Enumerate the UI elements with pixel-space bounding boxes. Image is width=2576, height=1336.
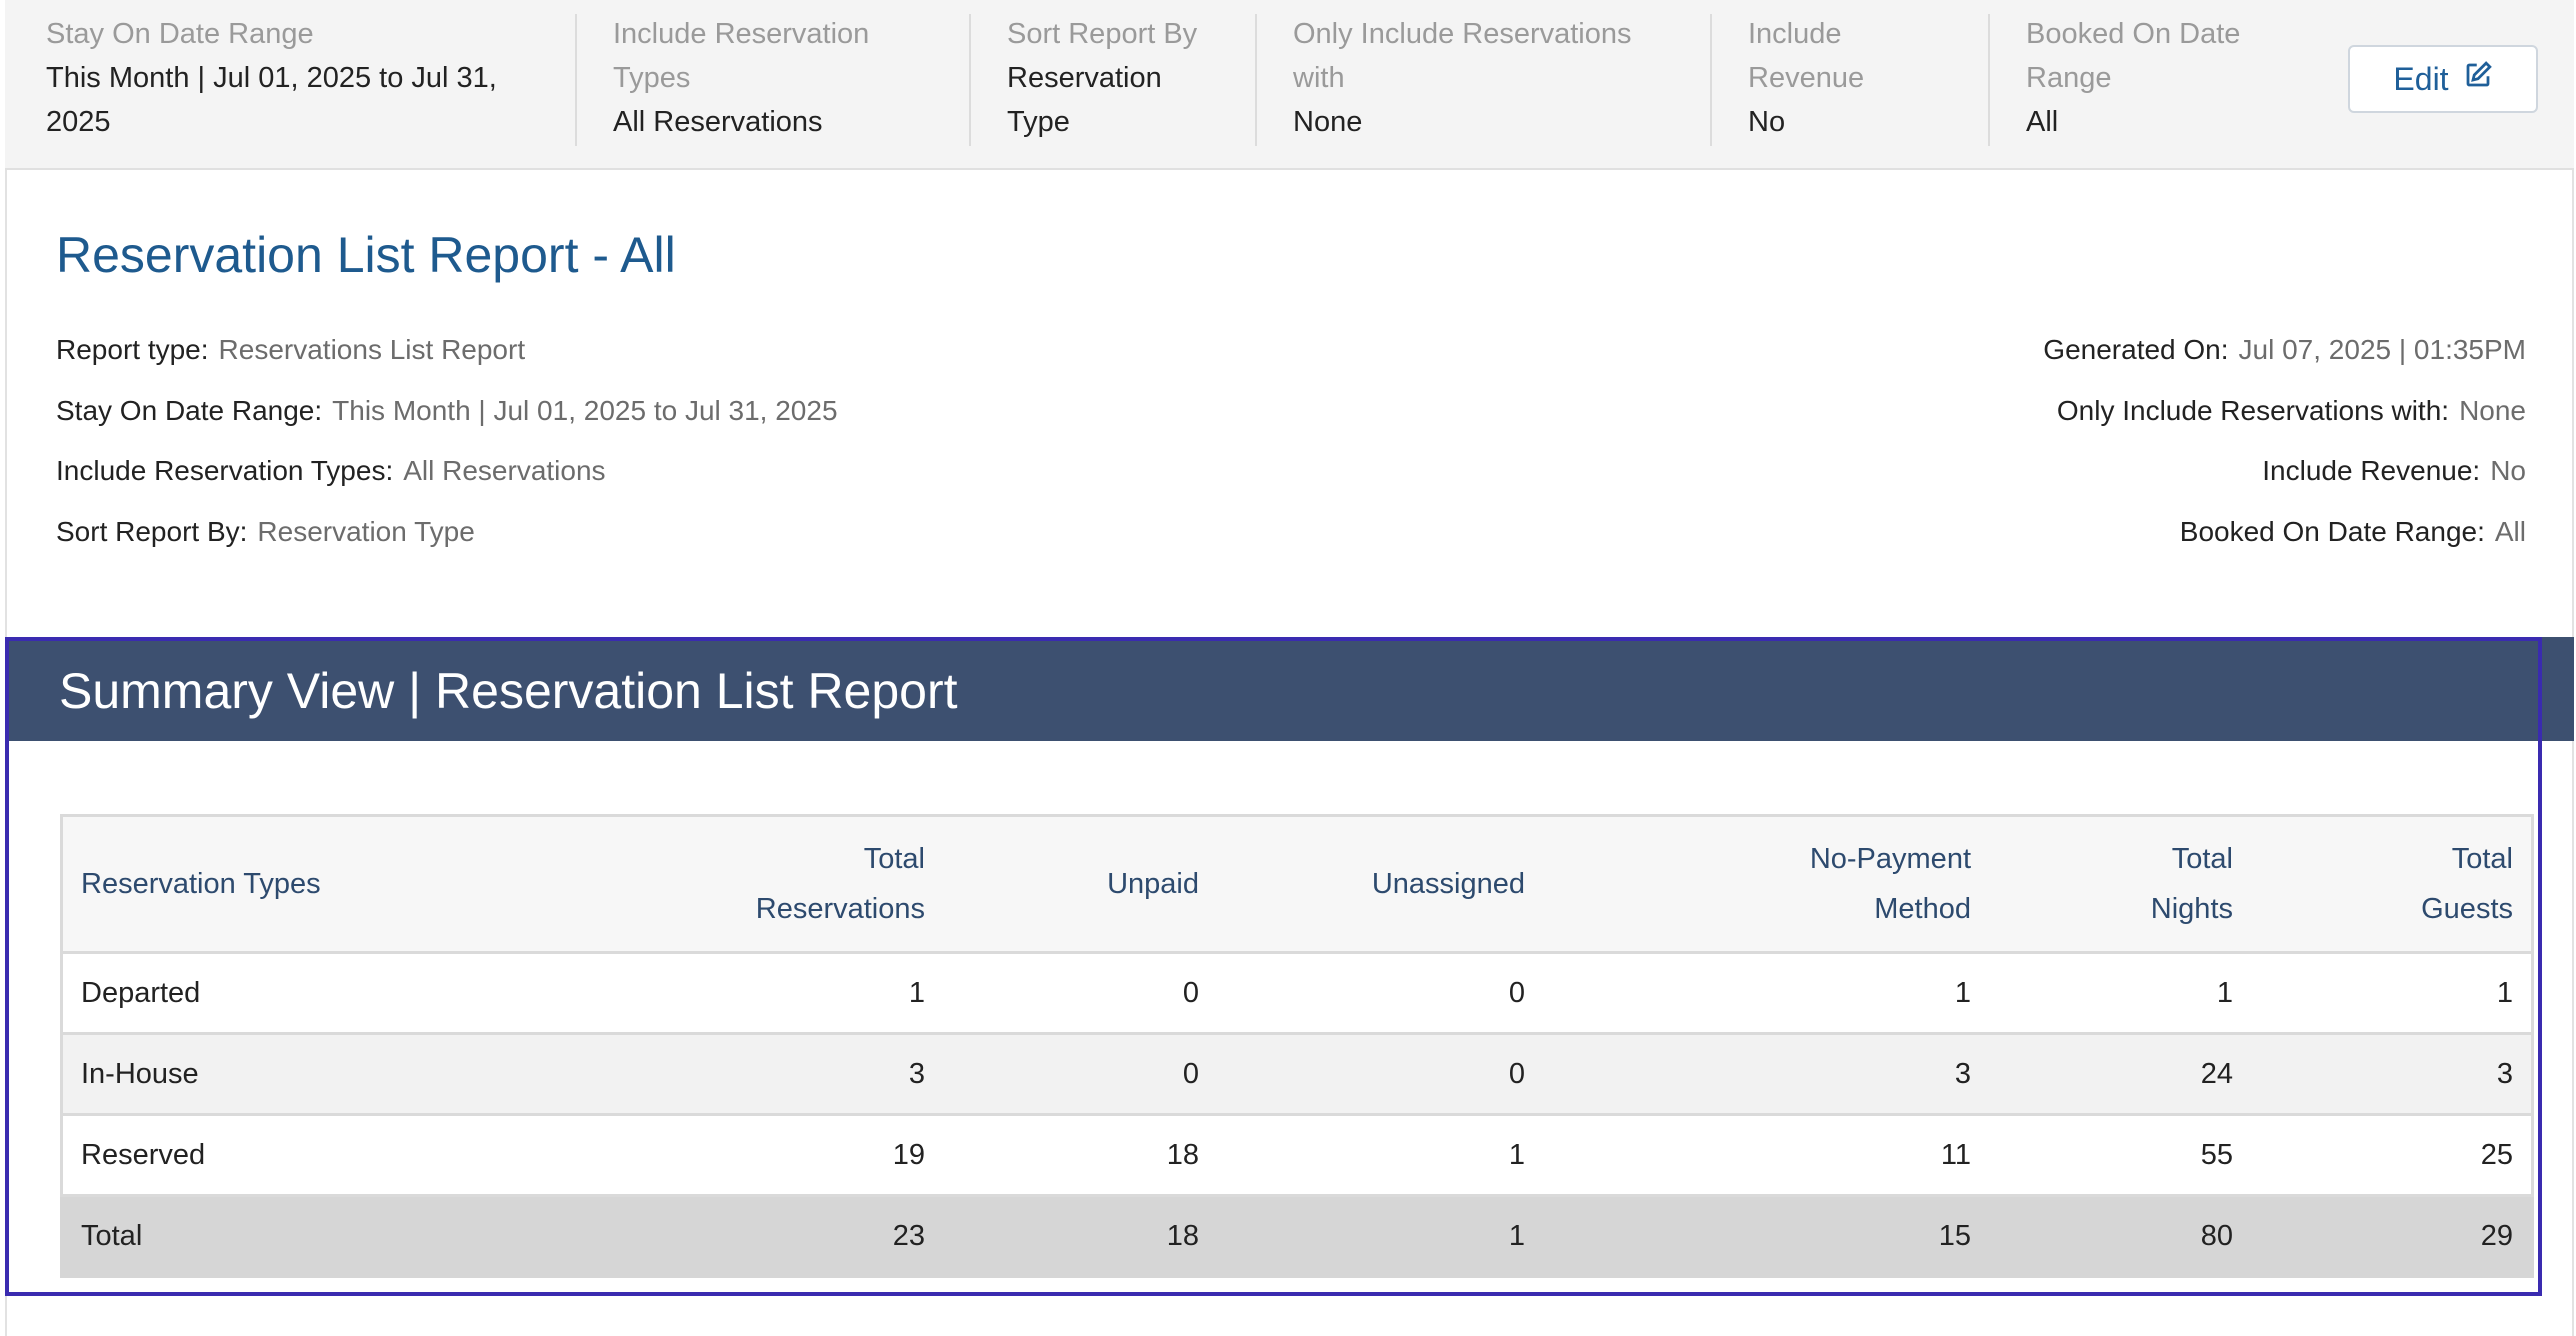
cell-total-nights: 80 <box>1989 1195 2251 1278</box>
filter-label: Booked On Date Range <box>2026 18 2241 94</box>
cell-total-guests: 25 <box>2251 1114 2534 1197</box>
table-row: Departed 1 0 0 1 1 1 <box>60 952 2534 1035</box>
report-title: Reservation List Report - All <box>56 227 676 283</box>
cell-unassigned: 0 <box>1217 1033 1543 1116</box>
cell-unpaid: 0 <box>943 1033 1217 1116</box>
column-header-total-reservations: Total Reservations <box>659 814 943 954</box>
meta-report-type: Report type: Reservations List Report <box>56 330 525 370</box>
table-row: Reserved 19 18 1 11 55 25 <box>60 1114 2534 1197</box>
cell-no-payment-method: 1 <box>1543 952 1989 1035</box>
column-header-unpaid: Unpaid <box>943 814 1217 954</box>
filter-label: Only Include Reservations with <box>1293 18 1632 94</box>
meta-value: This Month | Jul 01, 2025 to Jul 31, 202… <box>332 395 838 426</box>
column-header-total-guests: Total Guests <box>2251 814 2534 954</box>
meta-key: Report type: <box>56 334 209 365</box>
cell-no-payment-method: 3 <box>1543 1033 1989 1116</box>
cell-total-nights: 1 <box>1989 952 2251 1035</box>
meta-key: Include Revenue: <box>2262 455 2481 486</box>
meta-value: All Reservations <box>403 455 606 486</box>
filter-divider <box>575 14 577 146</box>
filter-label: Include Revenue <box>1748 18 1865 94</box>
filter-value: No <box>1748 106 1786 138</box>
cell-no-payment-method: 15 <box>1543 1195 1989 1278</box>
cell-type: Total <box>60 1195 659 1278</box>
meta-key: Stay On Date Range: <box>56 395 323 426</box>
meta-stay-date-range: Stay On Date Range: This Month | Jul 01, … <box>56 391 838 431</box>
cell-unpaid: 0 <box>943 952 1217 1035</box>
cell-total-reservations: 23 <box>659 1195 943 1278</box>
cell-type: Departed <box>60 952 659 1035</box>
meta-generated-on: Generated On: Jul 07, 2025 | 01:35PM <box>2043 330 2526 370</box>
summary-panel: Summary View | Reservation List Report R… <box>5 637 2542 1296</box>
filter-value: This Month | Jul 01, 2025 to Jul 31, 202… <box>46 62 497 138</box>
meta-value: Reservations List Report <box>218 334 526 365</box>
meta-key: Generated On: <box>2043 334 2229 365</box>
meta-only-include: Only Include Reservations with: None <box>2057 391 2526 431</box>
cell-total-guests: 1 <box>2251 952 2534 1035</box>
filter-value: All <box>2026 106 2059 138</box>
filter-bar: Stay On Date Range This Month | Jul 01, … <box>5 0 2574 170</box>
meta-reservation-types: Include Reservation Types: All Reservatio… <box>56 451 606 491</box>
filter-divider <box>1710 14 1712 146</box>
edit-button[interactable]: Edit <box>2348 45 2538 113</box>
column-header-unassigned: Unassigned <box>1217 814 1543 954</box>
cell-total-nights: 55 <box>1989 1114 2251 1197</box>
meta-value: Reservation Type <box>257 516 475 547</box>
panel-header-extension <box>2539 637 2574 741</box>
table-total-row: Total 23 18 1 15 80 29 <box>60 1195 2534 1278</box>
meta-include-revenue: Include Revenue: No <box>2262 451 2526 491</box>
column-header-no-payment-method: No-Payment Method <box>1543 814 1989 954</box>
column-header-total-nights: Total Nights <box>1989 814 2251 954</box>
cell-type: Reserved <box>60 1114 659 1197</box>
filter-divider <box>1255 14 1257 146</box>
meta-sort-by: Sort Report By: Reservation Type <box>56 512 475 552</box>
filter-label: Sort Report By <box>1007 18 1198 50</box>
meta-value: Jul 07, 2025 | 01:35PM <box>2238 334 2526 365</box>
edit-icon <box>2463 60 2493 98</box>
cell-total-guests: 29 <box>2251 1195 2534 1278</box>
filter-value: All Reservations <box>613 106 823 138</box>
cell-unassigned: 1 <box>1217 1195 1543 1278</box>
filter-label: Include Reservation Types <box>613 18 870 94</box>
cell-unpaid: 18 <box>943 1195 1217 1278</box>
meta-booked-date-range: Booked On Date Range: All <box>2180 512 2526 552</box>
meta-key: Booked On Date Range: <box>2179 516 2485 547</box>
meta-value: No <box>2490 455 2526 486</box>
meta-key: Include Reservation Types: <box>56 455 394 486</box>
cell-total-reservations: 3 <box>659 1033 943 1116</box>
cell-total-nights: 24 <box>1989 1033 2251 1116</box>
table-row: In-House 3 0 0 3 24 3 <box>60 1033 2534 1116</box>
meta-key: Sort Report By: <box>56 516 248 547</box>
cell-total-reservations: 19 <box>659 1114 943 1197</box>
edit-button-label: Edit <box>2393 60 2449 97</box>
filter-only-include: Only Include Reservations with None <box>1293 12 1653 144</box>
meta-value: None <box>2459 395 2526 426</box>
filter-booked-date-range: Booked On Date Range All <box>2026 12 2266 144</box>
summary-table: Reservation Types Total Reservations Unp… <box>60 814 2534 1278</box>
filter-divider <box>969 14 971 146</box>
cell-unpaid: 18 <box>943 1114 1217 1197</box>
cell-no-payment-method: 11 <box>1543 1114 1989 1197</box>
cell-type: In-House <box>60 1033 659 1116</box>
cell-unassigned: 0 <box>1217 952 1543 1035</box>
meta-key: Only Include Reservations with: <box>2056 395 2450 426</box>
filter-label: Stay On Date Range <box>46 18 314 50</box>
cell-total-reservations: 1 <box>659 952 943 1035</box>
cell-total-guests: 3 <box>2251 1033 2534 1116</box>
filter-reservation-types: Include Reservation Types All Reservatio… <box>613 12 903 144</box>
filter-divider <box>1988 14 1990 146</box>
summary-title: Summary View | Reservation List Report <box>9 641 2538 741</box>
filter-stay-date-range: Stay On Date Range This Month | Jul 01, … <box>46 12 516 144</box>
table-header-row: Reservation Types Total Reservations Unp… <box>60 814 2534 954</box>
filter-value: None <box>1293 106 1363 138</box>
filter-include-revenue: Include Revenue No <box>1748 12 1888 144</box>
cell-unassigned: 1 <box>1217 1114 1543 1197</box>
column-header-reservation-types: Reservation Types <box>60 814 659 954</box>
filter-value: Reservation Type <box>1007 62 1162 138</box>
filter-sort-by: Sort Report By Reservation Type <box>1007 12 1217 144</box>
meta-value: All <box>2494 516 2526 547</box>
